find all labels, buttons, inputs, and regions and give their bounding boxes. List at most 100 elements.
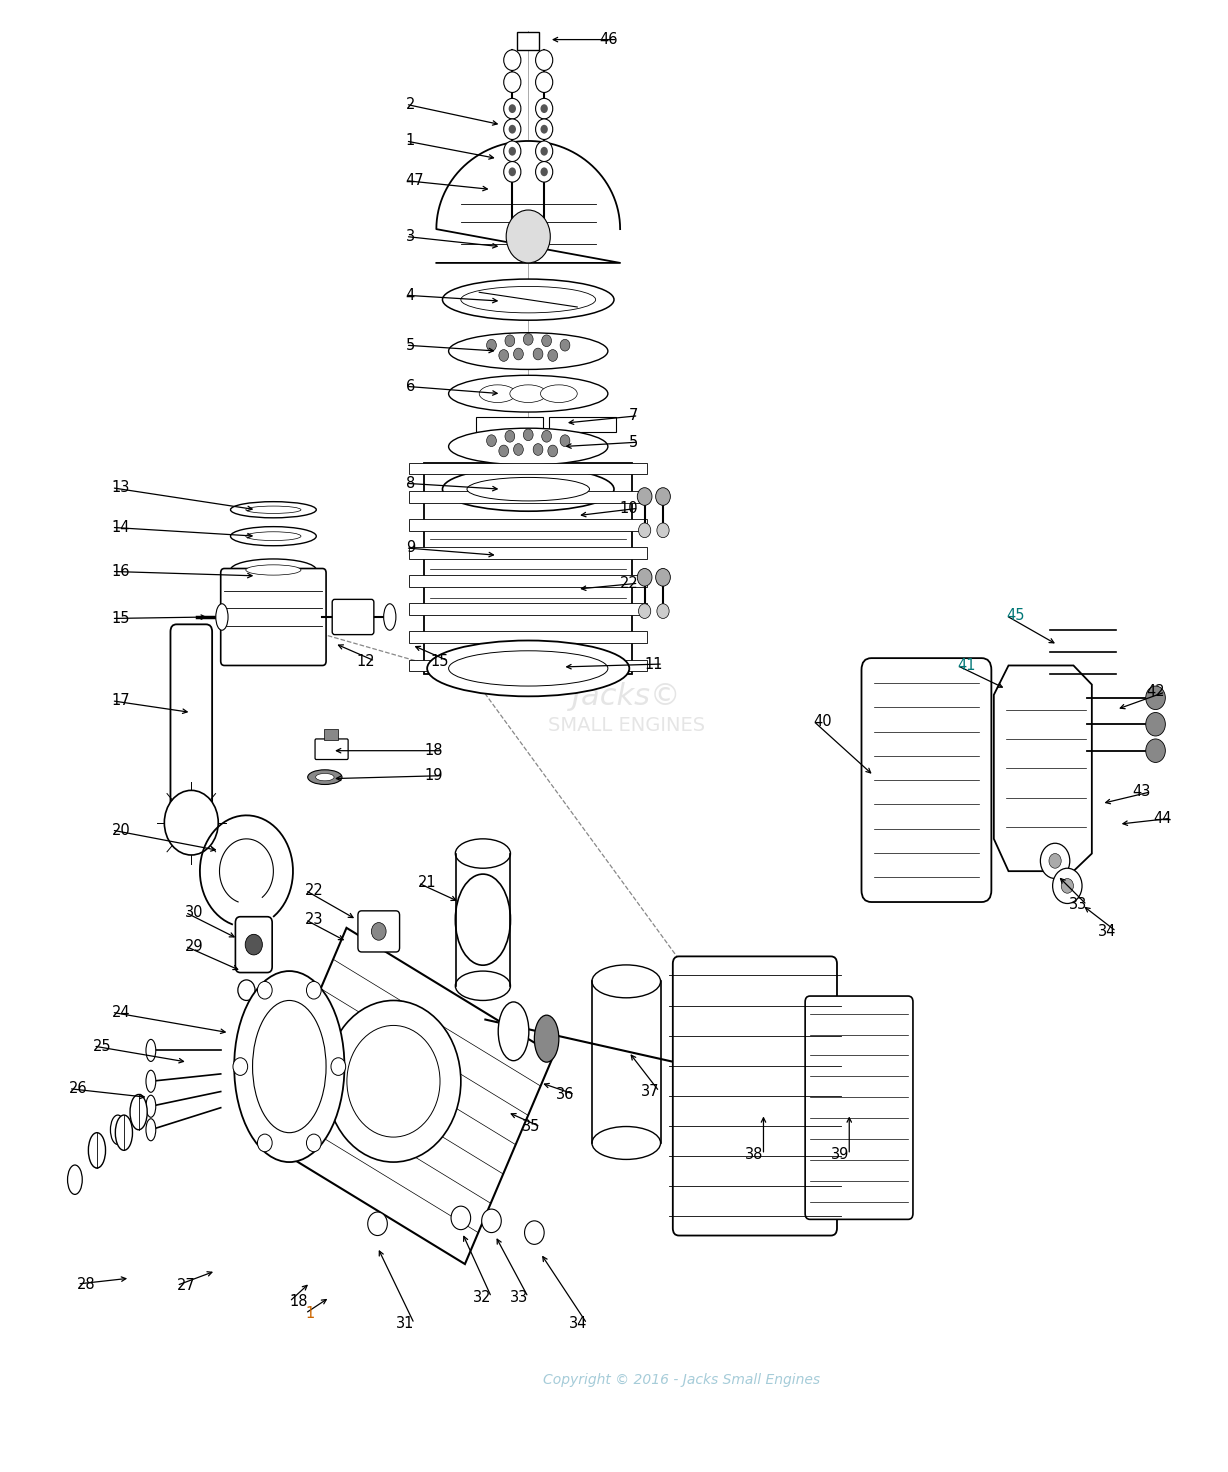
Circle shape (533, 347, 543, 359)
Circle shape (165, 790, 219, 855)
Text: 42: 42 (1147, 684, 1165, 699)
Ellipse shape (246, 565, 301, 576)
Circle shape (499, 349, 508, 361)
Circle shape (1061, 879, 1073, 894)
Text: SMALL ENGINES: SMALL ENGINES (548, 717, 705, 735)
Ellipse shape (308, 770, 343, 785)
FancyBboxPatch shape (409, 548, 647, 559)
Polygon shape (258, 927, 554, 1264)
FancyBboxPatch shape (409, 490, 647, 502)
FancyBboxPatch shape (316, 739, 348, 760)
Circle shape (246, 935, 263, 955)
Ellipse shape (427, 640, 629, 696)
Circle shape (560, 434, 570, 446)
Ellipse shape (383, 604, 395, 630)
Circle shape (508, 105, 516, 113)
Text: Jacks©: Jacks© (572, 682, 680, 711)
FancyBboxPatch shape (806, 997, 912, 1219)
Text: 46: 46 (599, 32, 618, 47)
FancyBboxPatch shape (475, 417, 543, 431)
Ellipse shape (499, 1002, 529, 1061)
Circle shape (481, 1209, 501, 1232)
Circle shape (503, 72, 521, 93)
Text: 19: 19 (424, 768, 442, 783)
Circle shape (508, 147, 516, 156)
Circle shape (499, 445, 508, 456)
Ellipse shape (111, 1116, 125, 1144)
Circle shape (307, 1133, 322, 1151)
Ellipse shape (442, 280, 614, 321)
Text: 47: 47 (405, 174, 425, 188)
Circle shape (637, 568, 652, 586)
Ellipse shape (467, 477, 589, 500)
Circle shape (1146, 686, 1165, 710)
FancyBboxPatch shape (333, 599, 373, 634)
Circle shape (1049, 854, 1061, 868)
FancyBboxPatch shape (862, 658, 991, 902)
Ellipse shape (456, 839, 511, 868)
Circle shape (656, 568, 670, 586)
FancyBboxPatch shape (673, 957, 837, 1235)
Ellipse shape (592, 966, 661, 998)
Ellipse shape (479, 384, 516, 402)
Circle shape (639, 523, 651, 537)
Text: 6: 6 (405, 378, 415, 394)
Text: 39: 39 (831, 1147, 850, 1163)
Text: 45: 45 (1006, 608, 1024, 623)
Circle shape (535, 119, 553, 140)
Text: Copyright © 2016 - Jacks Small Engines: Copyright © 2016 - Jacks Small Engines (543, 1372, 820, 1387)
Circle shape (540, 125, 548, 134)
Text: 2: 2 (405, 97, 415, 112)
Text: 35: 35 (522, 1119, 540, 1135)
Ellipse shape (246, 531, 301, 540)
Circle shape (540, 168, 548, 177)
Ellipse shape (534, 1016, 559, 1063)
Polygon shape (436, 141, 620, 263)
FancyBboxPatch shape (549, 417, 616, 431)
Ellipse shape (316, 773, 334, 780)
Ellipse shape (216, 604, 228, 630)
Circle shape (535, 162, 553, 183)
Circle shape (371, 923, 386, 941)
Ellipse shape (146, 1095, 156, 1117)
FancyBboxPatch shape (171, 624, 212, 830)
Polygon shape (424, 462, 632, 674)
Text: 44: 44 (1153, 811, 1172, 826)
Circle shape (535, 141, 553, 162)
Circle shape (560, 340, 570, 350)
Circle shape (258, 1133, 273, 1151)
Ellipse shape (130, 1095, 147, 1129)
Circle shape (307, 982, 322, 999)
Circle shape (503, 162, 521, 183)
Circle shape (327, 1001, 460, 1161)
Text: 5: 5 (629, 434, 639, 449)
FancyBboxPatch shape (236, 917, 273, 973)
Circle shape (524, 1220, 544, 1244)
Ellipse shape (235, 972, 344, 1161)
Circle shape (657, 604, 669, 618)
Text: 11: 11 (645, 657, 663, 671)
Circle shape (540, 105, 548, 113)
Text: 22: 22 (306, 883, 324, 898)
Circle shape (657, 523, 669, 537)
Text: 12: 12 (356, 654, 375, 668)
FancyBboxPatch shape (517, 32, 539, 50)
Text: 40: 40 (814, 714, 833, 729)
Circle shape (513, 443, 523, 455)
Circle shape (486, 340, 496, 350)
Text: 33: 33 (1068, 898, 1087, 913)
FancyBboxPatch shape (409, 576, 647, 587)
Text: 7: 7 (629, 408, 639, 424)
Ellipse shape (460, 287, 596, 314)
Ellipse shape (231, 527, 317, 546)
Text: 41: 41 (957, 658, 975, 673)
Ellipse shape (448, 428, 608, 465)
Ellipse shape (592, 1126, 661, 1160)
Ellipse shape (146, 1070, 156, 1092)
Circle shape (258, 982, 273, 999)
Ellipse shape (88, 1132, 106, 1167)
Circle shape (505, 336, 515, 347)
Text: 27: 27 (177, 1278, 195, 1292)
Text: 21: 21 (418, 876, 437, 891)
Ellipse shape (231, 559, 317, 581)
